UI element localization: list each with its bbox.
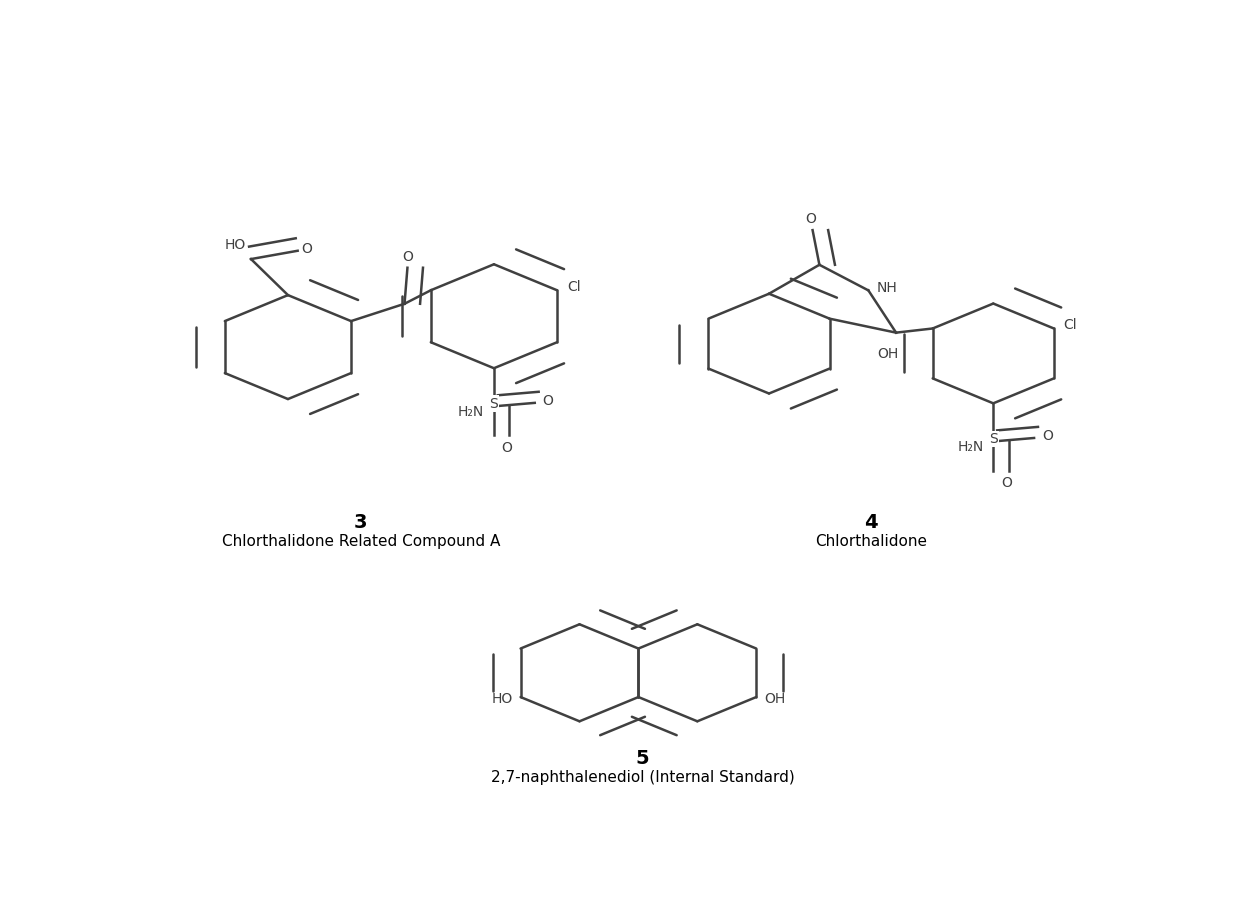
Text: 3: 3 [354, 513, 367, 533]
Text: O: O [1001, 476, 1012, 491]
Text: Chlorthalidone: Chlorthalidone [815, 535, 927, 549]
Text: O: O [543, 394, 553, 408]
Text: H₂N: H₂N [458, 405, 484, 418]
Text: HO: HO [224, 238, 246, 252]
Text: O: O [502, 441, 513, 455]
Text: S: S [989, 432, 998, 446]
Text: 4: 4 [864, 513, 878, 533]
Text: 2,7-naphthalenediol (Internal Standard): 2,7-naphthalenediol (Internal Standard) [490, 770, 795, 785]
Text: OH: OH [878, 346, 899, 361]
Text: S: S [489, 397, 498, 410]
Text: O: O [1042, 429, 1053, 443]
Text: Cl: Cl [567, 280, 581, 293]
Text: NH: NH [877, 281, 897, 294]
Text: O: O [301, 242, 312, 256]
Text: H₂N: H₂N [957, 440, 983, 454]
Text: O: O [403, 249, 413, 264]
Text: O: O [805, 212, 816, 226]
Text: OH: OH [764, 692, 785, 706]
Text: Cl: Cl [1063, 318, 1077, 332]
Text: HO: HO [492, 692, 513, 706]
Text: Chlorthalidone Related Compound A: Chlorthalidone Related Compound A [222, 535, 500, 549]
Text: 5: 5 [636, 749, 650, 768]
